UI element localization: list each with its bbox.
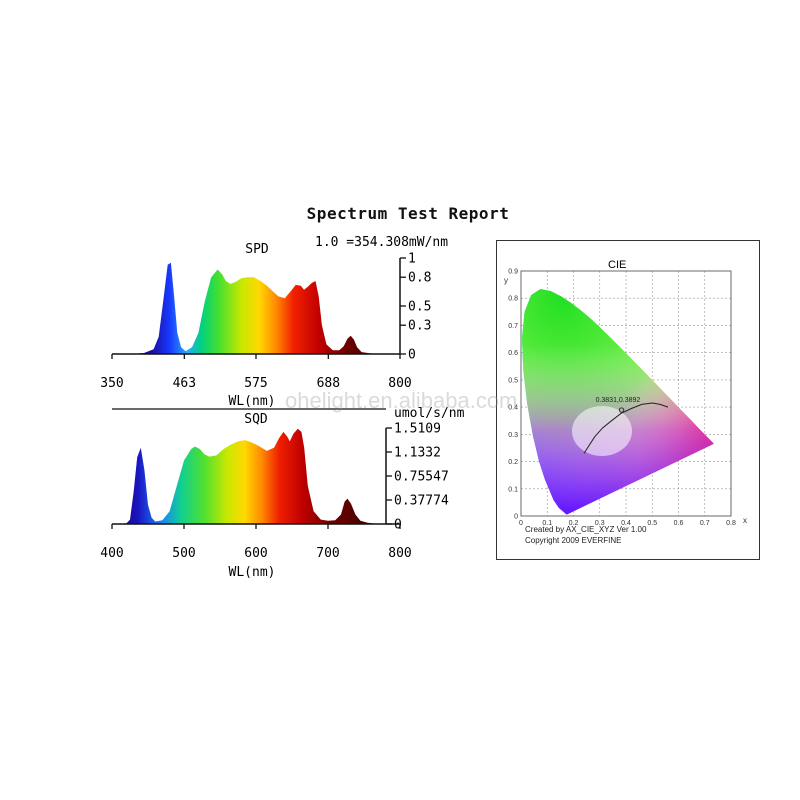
cie-footer-created: Created by AX_CIE_XYZ Ver 1.00 — [525, 525, 647, 534]
cie-y-tick-label: 0 — [514, 514, 518, 521]
cie-point-marker — [618, 407, 625, 413]
y-tick-label: 1.5109 — [394, 422, 441, 437]
cie-y-tick-label: 0.6 — [508, 350, 518, 357]
y-tick-label: 1 — [408, 252, 416, 267]
cie-y-label: y — [504, 276, 508, 285]
cie-panel: CIE y x 0.3831,0.3892 0 0.1 0.2 0.3 0.4 0.5 0.… — [496, 240, 760, 560]
sqd-x-ticks: 400 500 600 700 800 — [100, 524, 412, 561]
cie-y-tick-label: 0.5 — [508, 377, 518, 384]
watermark-text: ohelight.en.alibaba.com — [285, 388, 518, 413]
sqd-x-label: WL(nm) — [229, 565, 276, 580]
cie-x-tick-label: 0.2 — [569, 520, 579, 527]
cie-x-tick-label: 0.1 — [542, 520, 552, 527]
cie-x-tick-label: 0.6 — [674, 520, 684, 527]
spd-y-ticks: 1 0.8 0.5 0.3 0 — [400, 252, 431, 363]
cie-y-tick-label: 0.4 — [508, 405, 518, 412]
y-tick-label: 0.5 — [408, 300, 431, 315]
spd-spectrum-area — [112, 262, 400, 354]
cie-y-tick-label: 0.3 — [508, 432, 518, 439]
cie-y-tick-label: 0.8 — [508, 296, 518, 303]
sqd-title: SQD — [244, 412, 268, 427]
y-tick-label: 0.8 — [408, 271, 431, 286]
y-tick-label: 0 — [394, 518, 402, 533]
spd-title: SPD — [245, 242, 269, 257]
x-tick-label: 800 — [388, 546, 411, 561]
cie-y-tick-label: 0.1 — [508, 486, 518, 493]
x-tick-label: 463 — [173, 376, 196, 391]
cie-plot-frame — [520, 270, 732, 517]
x-tick-label: 500 — [172, 546, 195, 561]
sqd-spectrum-area — [112, 428, 400, 524]
x-tick-label: 400 — [100, 546, 123, 561]
cie-x-tick-label: 0.7 — [700, 520, 710, 527]
y-tick-label: 1.1332 — [394, 445, 441, 460]
spd-x-ticks: 350 463 575 688 800 — [100, 354, 412, 391]
report-title: Spectrum Test Report — [306, 204, 510, 223]
cie-x-tick-label: 0 — [519, 520, 523, 527]
cie-y-ticks: 0.9 0.8 0.7 0.6 0.5 0.4 0.3 0.2 0.1 0 — [508, 269, 518, 521]
cie-chart: CIE y x 0.3831,0.3892 0 0.1 0.2 0.3 0.4 0.5 0.… — [504, 259, 747, 545]
cie-title: CIE — [608, 259, 626, 271]
cie-y-tick-label: 0.2 — [508, 459, 518, 466]
sqd-unit: umol/s/nm — [394, 406, 465, 421]
cie-x-tick-label: 0.3 — [595, 520, 605, 527]
spd-x-label: WL(nm) — [229, 394, 276, 409]
x-tick-label: 700 — [316, 546, 339, 561]
cie-x-tick-label: 0.8 — [726, 520, 736, 527]
x-tick-label: 688 — [317, 376, 340, 391]
cie-x-label: x — [743, 516, 747, 525]
cie-x-ticks: 0 0.1 0.2 0.3 0.4 0.5 0.6 0.7 0.8 — [519, 520, 736, 527]
y-tick-label: 0 — [408, 348, 416, 363]
y-tick-label: 0.37774 — [394, 493, 449, 508]
y-tick-label: 0.75547 — [394, 469, 449, 484]
cie-point-label: 0.3831,0.3892 — [596, 397, 641, 404]
y-tick-label: 0.3 — [408, 319, 431, 334]
x-tick-label: 600 — [244, 546, 267, 561]
x-tick-label: 575 — [244, 376, 267, 391]
cie-x-tick-label: 0.4 — [621, 520, 631, 527]
cie-y-tick-label: 0.7 — [508, 323, 518, 330]
spd-unit: 1.0 =354.308mW/nm — [315, 235, 448, 250]
cie-y-tick-label: 0.9 — [508, 269, 518, 276]
x-tick-label: 800 — [388, 376, 411, 391]
cie-footer-copyright: Copyright 2009 EVERFINE — [525, 536, 622, 545]
cie-x-tick-label: 0.5 — [647, 520, 657, 527]
planckian-locus — [583, 402, 669, 454]
sqd-y-ticks: 1.5109 1.1332 0.75547 0.37774 0 — [386, 422, 449, 533]
x-tick-label: 350 — [100, 376, 123, 391]
